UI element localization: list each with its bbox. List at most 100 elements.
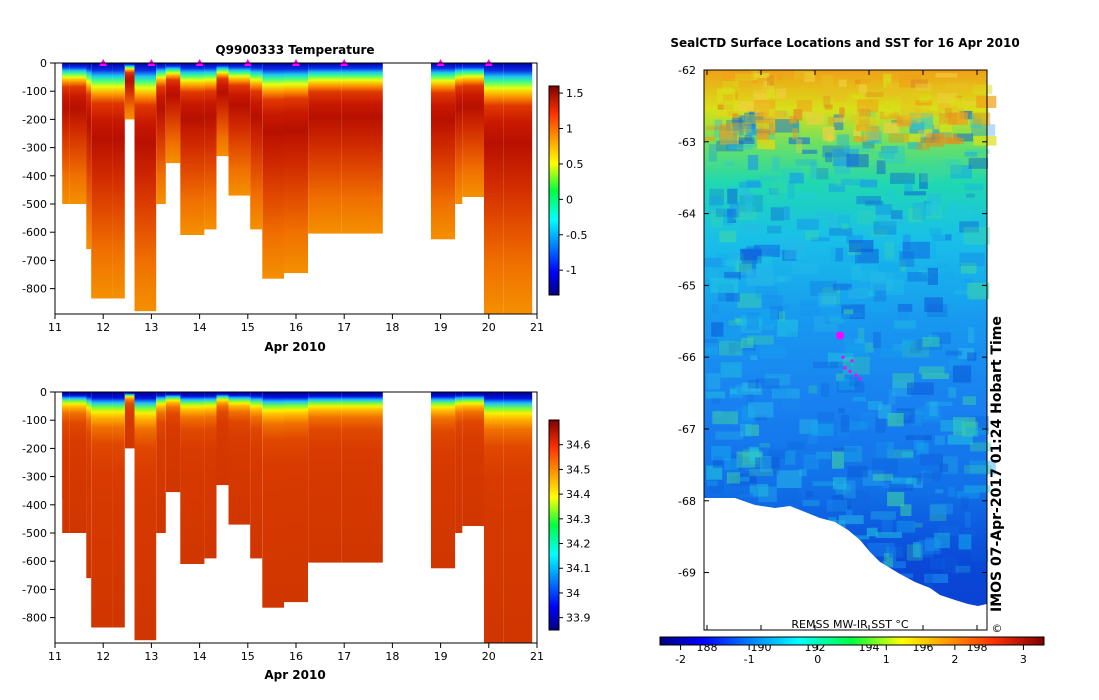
sst-patch: [919, 173, 928, 189]
sst-patch: [865, 200, 884, 206]
profile-cell: [250, 392, 263, 559]
sst-colorbar-tick-label: 0: [814, 653, 821, 666]
profile-cell: [156, 63, 166, 204]
sst-patch: [742, 404, 754, 421]
sst-patch: [766, 457, 780, 475]
profile-cell: [124, 63, 135, 120]
sst-patch: [948, 112, 968, 125]
sst-patch: [928, 334, 938, 344]
sst-patch: [867, 401, 883, 410]
sst-patch: [720, 131, 739, 145]
sst-patch: [747, 379, 759, 389]
profile-cell: [341, 392, 383, 563]
sst-patch: [734, 264, 743, 274]
profile-cell: [308, 63, 342, 234]
profile-cell: [69, 392, 87, 533]
sst-patch: [846, 235, 864, 244]
sst-patch: [958, 348, 974, 360]
seal-positions: [836, 331, 862, 381]
sst-patch: [924, 470, 940, 479]
x-tick-label: 16: [289, 650, 303, 663]
sst-patch: [714, 200, 739, 206]
sst-patch: [761, 295, 783, 310]
sst-patch: [803, 454, 819, 470]
sst-patch: [735, 101, 754, 112]
profile-cell: [134, 63, 157, 312]
sst-patch: [885, 101, 896, 115]
sst-patch: [709, 188, 724, 206]
sst-patch: [970, 442, 992, 452]
sst-patch: [739, 181, 762, 188]
sst-patch: [959, 221, 979, 233]
sst-patch: [778, 275, 792, 282]
sst-patch: [964, 152, 978, 157]
sst-patch: [934, 159, 962, 175]
colorbar-tick-label: 34.6: [566, 439, 591, 452]
sst-patch: [726, 142, 737, 151]
sst-patch: [708, 144, 717, 162]
profile-cell: [91, 63, 113, 299]
sst-patch: [768, 449, 789, 459]
sst-patch: [732, 117, 742, 133]
sst-patch: [732, 71, 754, 79]
sst-patch: [931, 332, 951, 345]
sst-patch: [846, 345, 870, 357]
sst-patch: [826, 499, 848, 512]
temperature-heatmap-cells: [62, 63, 533, 314]
sst-patch: [833, 283, 852, 291]
profile-cell: [462, 392, 484, 526]
sst-patch: [929, 401, 938, 417]
sst-patch: [963, 465, 992, 474]
sst-patch: [945, 108, 952, 118]
sst-patch: [887, 492, 905, 507]
y-tick-label: -100: [22, 85, 47, 98]
sst-patch: [902, 114, 921, 124]
y-tick-label: -800: [22, 612, 47, 625]
sst-patch: [856, 99, 879, 113]
sst-patch: [822, 74, 833, 88]
y-tick-label: -500: [22, 198, 47, 211]
sst-patch: [723, 214, 733, 226]
sst-patch: [937, 525, 960, 536]
sst-patch: [961, 421, 978, 437]
sst-patch: [933, 123, 940, 130]
colorbar-tick-label: 1.5: [566, 87, 584, 100]
sst-patch: [929, 228, 942, 237]
sst-patch: [865, 342, 874, 353]
salinity-colorbar: [548, 419, 560, 631]
y-tick-label: -700: [22, 254, 47, 267]
x-tick-label: 11: [48, 650, 62, 663]
sst-patch: [742, 449, 761, 465]
sst-patch: [796, 218, 819, 230]
temperature-colorbar: [548, 85, 560, 296]
sst-patch: [765, 375, 785, 382]
sst-patch: [926, 133, 944, 147]
sst-patch: [891, 477, 917, 486]
sst-patch: [943, 271, 955, 280]
sst-patch: [836, 292, 850, 306]
sst-patch: [705, 347, 718, 355]
map-y-tick-label: -62: [678, 64, 696, 77]
sst-patch: [711, 322, 724, 337]
sst-patch: [888, 389, 896, 405]
temperature-y-axis: 0 -100 -200 -300 -400 -500 -600 -700 -800: [22, 57, 55, 296]
sst-patch: [884, 145, 905, 164]
sst-patch: [727, 188, 738, 205]
sst-patch: [966, 193, 975, 198]
map-y-tick-label: -65: [678, 279, 696, 292]
sst-patch: [887, 413, 904, 427]
sst-patch: [945, 234, 952, 241]
sst-patch: [764, 115, 774, 124]
sst-patch: [759, 175, 779, 182]
sst-patch: [755, 123, 770, 129]
profile-cell: [250, 63, 263, 230]
sst-patch: [900, 94, 921, 106]
sst-patch: [716, 140, 744, 152]
sst-patch: [797, 193, 817, 199]
sst-patch: [843, 309, 854, 315]
profile-cell: [112, 392, 125, 628]
sst-patch: [802, 149, 818, 154]
sst-patch: [948, 97, 964, 107]
sst-patch: [952, 365, 972, 383]
sst-patch: [750, 355, 758, 360]
